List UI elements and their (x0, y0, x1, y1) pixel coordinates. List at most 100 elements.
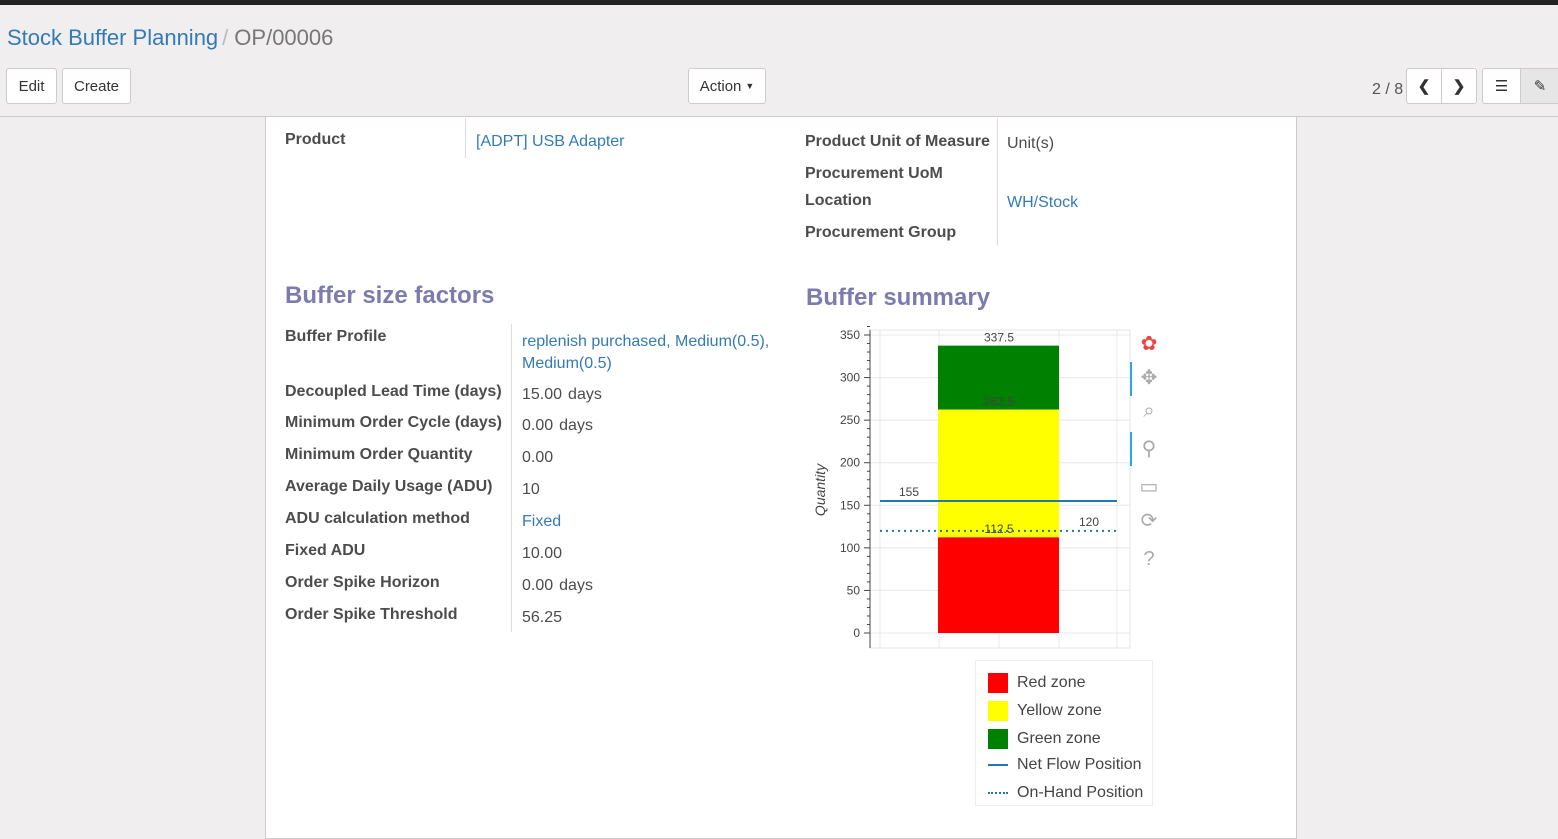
legend-item: Yellow zone (988, 701, 1102, 721)
bokeh-logo-icon: ✿ (1140, 333, 1158, 355)
value-text: Fixed (522, 513, 562, 530)
wheel-zoom-tool-icon[interactable]: ⚲ (1141, 438, 1157, 460)
y-axis-label: Quantity (812, 463, 828, 516)
bar-red-zone (938, 537, 1059, 633)
value-text: 10.00 (522, 545, 563, 562)
next-button[interactable]: ❯ (1441, 68, 1477, 104)
legend-label: Net Flow Position (1017, 756, 1142, 773)
control-panel: Stock Buffer Planning / OP/00006 Edit Crea… (0, 5, 1558, 117)
factor-value: 0.00 (522, 449, 553, 467)
chart-legend: Red zone Yellow zone Green zone Net Flow… (975, 660, 1153, 806)
value-text: 15.00 (522, 386, 563, 403)
unit-text: days (559, 417, 593, 434)
pager-value: 2 / 8 (1372, 81, 1404, 98)
list-view-button[interactable]: ☰ (1482, 68, 1521, 104)
breadcrumb-current: OP/00006 (234, 25, 334, 50)
value-text: 0.00 (522, 449, 554, 466)
factor-value: 15.00 days (522, 386, 602, 404)
legend-swatch (988, 729, 1008, 749)
legend-swatch (988, 673, 1008, 693)
y-tick-label: 200 (840, 456, 860, 470)
reset-tool-icon[interactable]: ⟳ (1140, 510, 1158, 532)
divider (465, 118, 466, 158)
edit-button[interactable]: Edit (6, 68, 57, 104)
factor-label: Minimum Order Quantity (285, 446, 473, 463)
procurement-uom-label: Procurement UoM (805, 165, 943, 182)
legend-label: Red zone (1017, 674, 1086, 691)
value-text: 0.00 (522, 417, 554, 434)
line-label: 120 (1079, 515, 1099, 529)
factor-label: Order Spike Threshold (285, 606, 458, 623)
y-tick-label: 300 (840, 371, 860, 385)
save-tool-icon[interactable]: ▭ (1139, 476, 1159, 498)
product-label: Product (285, 131, 346, 148)
create-button[interactable]: Create (62, 68, 131, 104)
factor-label: Average Daily Usage (ADU) (285, 478, 493, 495)
y-tick-label: 250 (840, 413, 860, 427)
divider (511, 324, 512, 632)
pan-tool-icon[interactable]: ✥ (1140, 367, 1158, 389)
location-field[interactable]: WH/Stock (1007, 194, 1079, 211)
factor-value[interactable]: replenish purchased, Medium(0.5), Medium… (522, 331, 772, 375)
action-label: Action (699, 77, 742, 95)
legend-line (988, 792, 1008, 794)
breadcrumb-separator: / (222, 25, 229, 50)
divider (997, 118, 998, 246)
uom-label: Product Unit of Measure (805, 133, 990, 150)
unit-text: days (568, 386, 602, 403)
list-icon: ☰ (1494, 78, 1509, 95)
chevron-left-icon: ❮ (1417, 78, 1431, 95)
legend-swatch (988, 701, 1008, 721)
legend-item: Net Flow Position (988, 756, 1142, 774)
factor-label: Buffer Profile (285, 328, 387, 345)
breadcrumb-parent[interactable]: Stock Buffer Planning (7, 25, 219, 50)
bar-label: 262.5 (984, 395, 1014, 409)
line-label: 155 (899, 485, 919, 499)
bar-label: 337.5 (984, 331, 1014, 345)
bar-label: 112.5 (984, 522, 1013, 536)
uom-field[interactable]: Unit(s) (1007, 135, 1055, 152)
location-label: Location (805, 192, 872, 209)
factor-value: 0.00 days (522, 577, 593, 595)
legend-label: On-Hand Position (1017, 784, 1144, 801)
factor-value: 56.25 (522, 609, 562, 627)
unit-text: days (559, 577, 593, 594)
y-tick-label: 350 (840, 328, 860, 342)
bar-yellow-zone (938, 409, 1059, 538)
procurement-group-label: Procurement Group (805, 224, 957, 241)
box-zoom-tool-icon[interactable]: ⌕ (1143, 400, 1155, 422)
y-tick-label: 0 (853, 626, 860, 640)
factor-label: Order Spike Horizon (285, 574, 440, 591)
legend-line (988, 764, 1008, 766)
legend-label: Yellow zone (1017, 702, 1102, 719)
legend-item: On-Hand Position (988, 784, 1143, 802)
breadcrumb: Stock Buffer Planning / OP/00006 (7, 25, 333, 51)
factor-label: Fixed ADU (285, 542, 366, 559)
previous-button[interactable]: ❮ (1406, 68, 1442, 104)
help-tool-icon[interactable]: ? (1143, 548, 1155, 570)
edit-icon: ✎ (1533, 78, 1547, 95)
chevron-right-icon: ❯ (1452, 78, 1466, 95)
buffer-chart: 0 50 100 150 200 250 300 350 Quantity 112.5 262.5 3… (812, 325, 1131, 649)
form-view-button[interactable]: ✎ (1520, 68, 1558, 104)
factor-label: Minimum Order Cycle (days) (285, 414, 502, 431)
y-tick-label: 100 (840, 541, 860, 555)
product-field[interactable]: [ADPT] USB Adapter (476, 133, 625, 150)
buffer-summary-title: Buffer summary (806, 284, 991, 311)
top-bar (0, 0, 1558, 5)
action-dropdown[interactable]: Action ▼ (688, 68, 766, 104)
bar-green-zone (938, 345, 1059, 410)
legend-item: Red zone (988, 673, 1086, 693)
y-tick-label: 150 (840, 498, 860, 512)
y-tick-label: 50 (847, 583, 861, 597)
value-text: replenish purchased, Medium(0.5), Medium… (522, 333, 770, 372)
value-text: 10 (522, 481, 540, 498)
factor-value[interactable]: Fixed (522, 513, 561, 531)
factor-value: 10 (522, 481, 540, 499)
caret-down-icon: ▼ (745, 81, 755, 91)
value-text: 0.00 (522, 577, 554, 594)
factor-value: 10.00 (522, 545, 562, 563)
legend-label: Green zone (1017, 730, 1101, 747)
factor-value: 0.00 days (522, 417, 593, 435)
factor-label: Decoupled Lead Time (days) (285, 383, 502, 400)
